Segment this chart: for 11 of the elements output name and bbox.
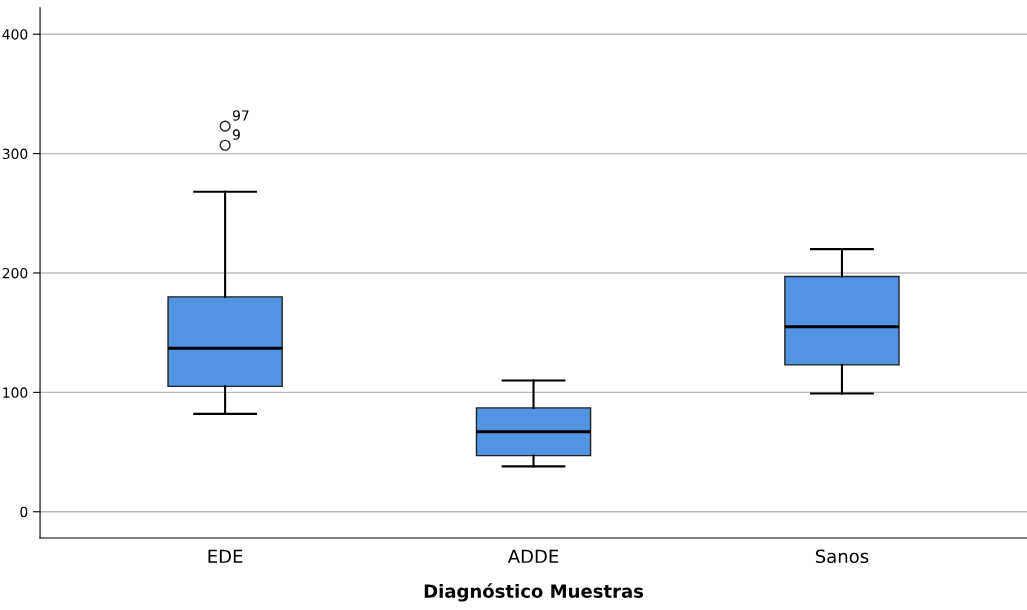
- annotation: 97: [232, 110, 249, 121]
- y-tick-label: 200: [2, 267, 28, 279]
- y-tick-label: 300: [2, 148, 28, 160]
- x-tick-label: Sanos: [815, 549, 869, 564]
- y-tick-label: 400: [2, 29, 28, 40]
- x-tick-label: ADDE: [507, 549, 559, 563]
- x-axis-title: Diagnóstico Muestras: [424, 583, 644, 602]
- annotation: 9: [232, 129, 240, 140]
- y-tick-label: 100: [3, 387, 28, 398]
- x-tick-label: EDE: [208, 549, 243, 563]
- y-tick-label: 0: [20, 506, 28, 518]
